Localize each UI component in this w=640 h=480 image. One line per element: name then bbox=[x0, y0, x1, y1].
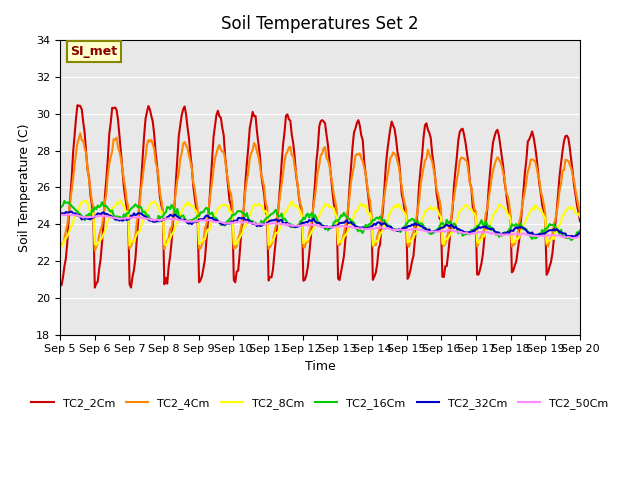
Line: TC2_32Cm: TC2_32Cm bbox=[60, 212, 580, 237]
TC2_50Cm bbox=[211, 219, 219, 225]
TC2_4Cm bbox=[77, 131, 84, 136]
TC2_32Cm bbox=[230, 218, 237, 224]
TC2_50Cm bbox=[237, 219, 245, 225]
TC2_8Cm bbox=[240, 223, 248, 229]
TC2_16Cm bbox=[212, 216, 220, 221]
TC2_4Cm bbox=[214, 145, 221, 151]
Legend: TC2_2Cm, TC2_4Cm, TC2_8Cm, TC2_16Cm, TC2_32Cm, TC2_50Cm: TC2_2Cm, TC2_4Cm, TC2_8Cm, TC2_16Cm, TC2… bbox=[27, 393, 613, 413]
TC2_2Cm bbox=[91, 285, 99, 290]
Line: TC2_8Cm: TC2_8Cm bbox=[60, 200, 580, 247]
TC2_8Cm bbox=[123, 209, 131, 215]
TC2_2Cm bbox=[123, 204, 131, 210]
TC2_8Cm bbox=[58, 244, 65, 250]
TC2_50Cm bbox=[120, 216, 127, 221]
TC2_16Cm bbox=[56, 205, 64, 211]
Line: TC2_50Cm: TC2_50Cm bbox=[60, 215, 580, 238]
Line: TC2_2Cm: TC2_2Cm bbox=[60, 105, 580, 288]
TC2_8Cm bbox=[550, 236, 557, 242]
TC2_2Cm bbox=[240, 202, 248, 208]
TC2_32Cm bbox=[56, 212, 64, 217]
TC2_16Cm bbox=[568, 237, 575, 243]
TC2_4Cm bbox=[91, 248, 99, 253]
TC2_16Cm bbox=[239, 210, 246, 216]
TC2_50Cm bbox=[228, 220, 236, 226]
TC2_32Cm bbox=[576, 230, 584, 236]
TC2_4Cm bbox=[576, 209, 584, 215]
TC2_2Cm bbox=[214, 108, 221, 114]
TC2_32Cm bbox=[122, 216, 129, 222]
TC2_8Cm bbox=[56, 241, 64, 247]
TC2_32Cm bbox=[68, 209, 76, 215]
Title: Soil Temperatures Set 2: Soil Temperatures Set 2 bbox=[221, 15, 419, 33]
TC2_32Cm bbox=[548, 228, 556, 233]
TC2_4Cm bbox=[550, 221, 557, 227]
TC2_16Cm bbox=[122, 214, 129, 220]
TC2_50Cm bbox=[56, 212, 64, 217]
Line: TC2_4Cm: TC2_4Cm bbox=[60, 133, 580, 251]
Text: SI_met: SI_met bbox=[70, 45, 118, 58]
TC2_4Cm bbox=[287, 144, 294, 150]
TC2_2Cm bbox=[287, 118, 294, 123]
TC2_50Cm bbox=[576, 234, 584, 240]
TC2_32Cm bbox=[212, 217, 220, 223]
TC2_50Cm bbox=[569, 235, 577, 241]
Line: TC2_16Cm: TC2_16Cm bbox=[60, 201, 580, 240]
TC2_32Cm bbox=[285, 222, 292, 228]
TC2_4Cm bbox=[240, 204, 248, 210]
TC2_8Cm bbox=[287, 201, 294, 206]
TC2_8Cm bbox=[214, 206, 221, 212]
TC2_4Cm bbox=[232, 245, 239, 251]
TC2_50Cm bbox=[547, 233, 555, 239]
TC2_8Cm bbox=[232, 240, 239, 245]
TC2_2Cm bbox=[56, 283, 64, 288]
TC2_32Cm bbox=[563, 234, 571, 240]
TC2_16Cm bbox=[576, 228, 584, 233]
TC2_50Cm bbox=[284, 221, 291, 227]
TC2_2Cm bbox=[232, 279, 239, 285]
TC2_16Cm bbox=[548, 222, 556, 228]
X-axis label: Time: Time bbox=[305, 360, 335, 373]
TC2_32Cm bbox=[239, 215, 246, 221]
TC2_4Cm bbox=[123, 197, 131, 203]
TC2_16Cm bbox=[61, 198, 68, 204]
Y-axis label: Soil Temperature (C): Soil Temperature (C) bbox=[17, 123, 31, 252]
TC2_8Cm bbox=[117, 197, 125, 203]
TC2_8Cm bbox=[576, 214, 584, 219]
TC2_2Cm bbox=[550, 236, 557, 242]
TC2_16Cm bbox=[230, 212, 237, 218]
TC2_16Cm bbox=[285, 222, 292, 228]
TC2_4Cm bbox=[56, 245, 64, 251]
TC2_2Cm bbox=[74, 102, 81, 108]
TC2_2Cm bbox=[576, 218, 584, 224]
